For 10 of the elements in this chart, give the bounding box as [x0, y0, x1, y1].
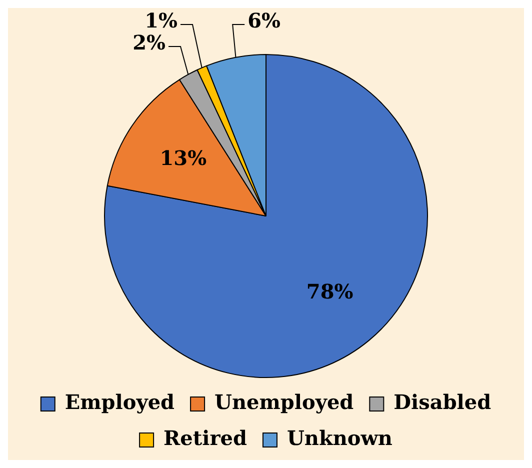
- data-label: 1%: [144, 8, 178, 33]
- legend-label: Employed: [64, 390, 175, 414]
- data-label: 13%: [160, 146, 207, 170]
- legend-label: Unemployed: [214, 390, 354, 414]
- legend-label: Retired: [164, 426, 247, 450]
- data-label: 2%: [132, 30, 166, 55]
- legend-label: Unknown: [286, 426, 393, 450]
- data-label: 78%: [306, 279, 354, 304]
- legend-label: Disabled: [394, 390, 492, 414]
- data-label: 6%: [248, 8, 281, 33]
